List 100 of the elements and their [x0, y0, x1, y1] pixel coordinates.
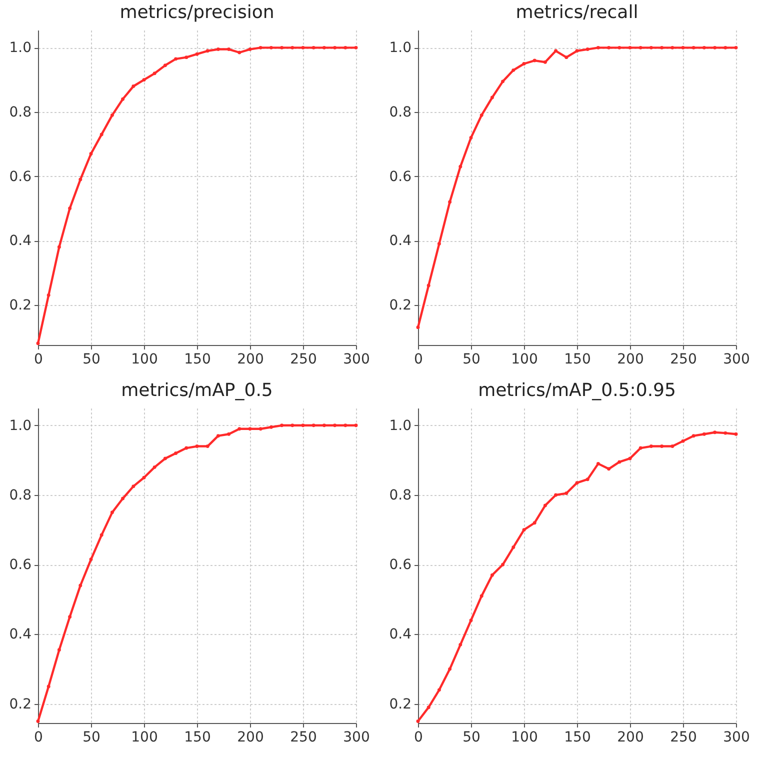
point: [724, 431, 728, 435]
x-tick-label: 0: [414, 352, 423, 368]
point: [301, 424, 305, 428]
point: [575, 481, 579, 485]
y-tick-label: 0.6: [389, 557, 412, 574]
point: [554, 493, 558, 497]
point: [628, 456, 632, 460]
point: [607, 46, 611, 50]
point: [100, 132, 104, 136]
x-tick-label: 200: [617, 730, 644, 746]
point: [543, 60, 547, 64]
y-tick-label: 0.4: [9, 626, 32, 643]
x-tick-label: 200: [617, 352, 644, 368]
x-tick-label: 100: [511, 730, 538, 746]
point: [227, 48, 231, 52]
point: [280, 424, 284, 428]
point: [490, 573, 494, 577]
point: [57, 648, 61, 652]
point: [174, 57, 178, 61]
point: [660, 444, 664, 448]
point: [649, 444, 653, 448]
point: [734, 46, 738, 50]
point: [448, 667, 452, 671]
point: [216, 48, 220, 52]
point: [46, 684, 50, 688]
point: [312, 46, 316, 50]
point: [426, 706, 430, 710]
point: [681, 46, 685, 50]
point: [448, 200, 452, 204]
point: [469, 136, 473, 140]
point: [258, 427, 262, 431]
x-tick-label: 50: [82, 352, 100, 368]
point: [333, 424, 337, 428]
point: [142, 476, 146, 480]
x-tick-label: 250: [290, 352, 317, 368]
y-tick-label: 0.4: [389, 626, 412, 643]
y-tick-label: 1.0: [9, 40, 32, 56]
point: [216, 434, 220, 438]
point: [248, 427, 252, 431]
point: [184, 446, 188, 450]
point: [692, 434, 696, 438]
point: [596, 462, 600, 466]
x-tick-label: 250: [290, 730, 317, 746]
point: [57, 245, 61, 249]
x-tick-label: 0: [34, 352, 43, 368]
point: [437, 242, 441, 246]
point: [490, 96, 494, 100]
point: [227, 432, 231, 436]
point: [575, 49, 579, 53]
point: [543, 504, 547, 508]
point: [68, 615, 72, 619]
point: [512, 546, 516, 549]
point: [670, 444, 674, 448]
y-tick-label: 1.0: [389, 40, 412, 56]
point: [142, 78, 146, 82]
point: [554, 49, 558, 53]
x-tick-label: 150: [564, 352, 591, 368]
point: [469, 618, 473, 622]
y-tick-label: 0.6: [9, 557, 32, 574]
point: [100, 533, 104, 537]
point: [290, 424, 294, 428]
point: [649, 46, 653, 50]
y-tick-label: 0.2: [389, 696, 412, 712]
point: [121, 496, 125, 500]
x-tick-label: 250: [670, 730, 697, 746]
x-tick-label: 150: [184, 352, 211, 368]
y-tick-label: 0.8: [389, 488, 412, 504]
x-tick-label: 0: [34, 730, 43, 746]
point: [670, 46, 674, 50]
y-tick-label: 0.6: [389, 168, 412, 185]
point: [206, 444, 210, 448]
point: [78, 584, 82, 588]
point: [152, 465, 156, 469]
point: [713, 46, 717, 50]
point: [437, 688, 441, 692]
point: [638, 446, 642, 450]
point: [46, 293, 50, 297]
point: [174, 452, 178, 455]
point: [238, 50, 242, 54]
point: [152, 72, 156, 76]
point: [628, 46, 632, 50]
x-tick-label: 200: [237, 730, 264, 746]
y-tick-label: 0.4: [389, 233, 412, 250]
point: [110, 113, 114, 117]
point: [522, 62, 526, 66]
x-tick-label: 150: [564, 730, 591, 746]
point: [312, 424, 316, 428]
point: [564, 492, 568, 496]
x-tick-label: 300: [343, 352, 370, 368]
x-tick-label: 100: [511, 352, 538, 368]
point: [458, 642, 462, 646]
y-tick-label: 0.4: [9, 233, 32, 250]
y-tick-label: 0.8: [389, 104, 412, 120]
point: [195, 52, 199, 56]
y-tick-label: 1.0: [389, 418, 412, 434]
point: [586, 478, 590, 482]
point: [713, 430, 717, 434]
point: [132, 484, 136, 488]
y-tick-label: 0.2: [389, 297, 412, 314]
point: [416, 326, 420, 330]
